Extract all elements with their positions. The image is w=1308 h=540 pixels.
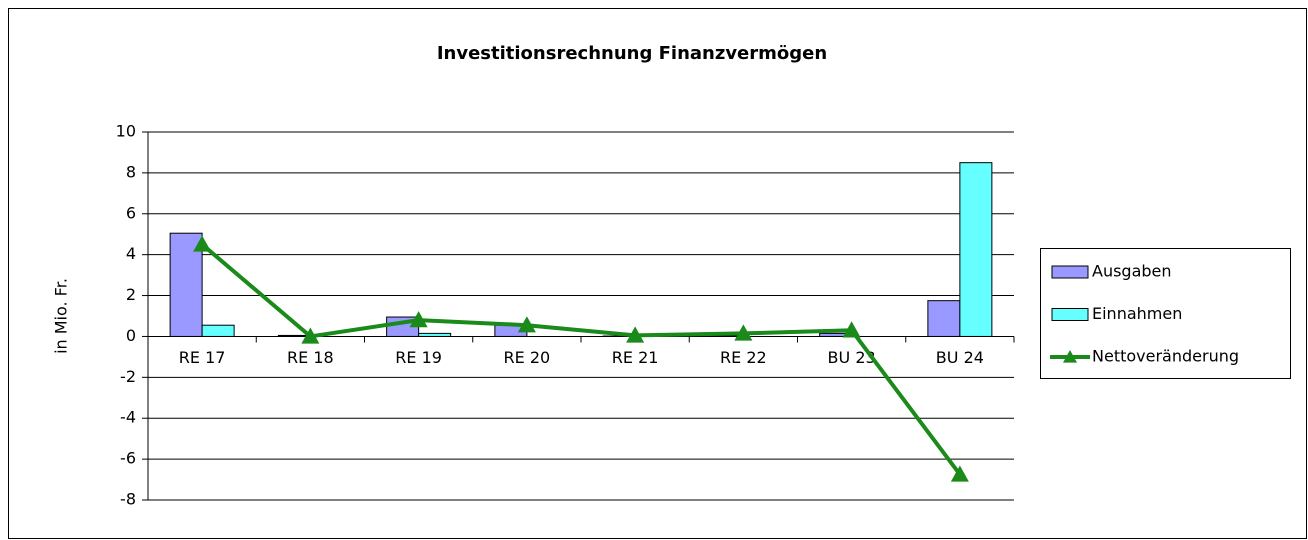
legend-label: Ausgaben <box>1092 262 1172 281</box>
x-tick-label: RE 17 <box>179 348 226 367</box>
y-tick-label: 10 <box>116 122 136 141</box>
marker <box>409 311 428 328</box>
legend-label: Nettoveränderung <box>1092 347 1239 366</box>
y-tick-label: -2 <box>120 367 136 386</box>
x-tick-label: RE 18 <box>287 348 334 367</box>
y-tick-label: 2 <box>126 285 136 304</box>
bar <box>959 162 993 337</box>
marker <box>517 316 536 333</box>
chart-title: Investitionsrechnung Finanzvermögen <box>437 43 827 64</box>
x-tick-label: BU 23 <box>828 348 876 367</box>
marker <box>193 235 212 252</box>
marker <box>842 321 861 338</box>
legend-marker <box>1063 350 1077 363</box>
legend-label: Einnahmen <box>1092 304 1182 323</box>
x-tick-label: RE 19 <box>395 348 442 367</box>
legend-swatch <box>1051 308 1089 321</box>
y-tick-label: -6 <box>120 449 136 468</box>
y-tick-label: 4 <box>126 244 136 263</box>
legend-swatch <box>1051 265 1089 279</box>
y-tick-label: 0 <box>126 326 136 345</box>
line <box>200 242 962 476</box>
marker <box>301 327 320 344</box>
y-tick-label: 8 <box>126 162 136 181</box>
x-tick-label: RE 22 <box>720 348 767 367</box>
marker <box>734 324 753 341</box>
marker <box>950 465 969 482</box>
marker <box>626 326 645 343</box>
x-tick-label: RE 21 <box>612 348 659 367</box>
bar <box>418 332 452 337</box>
bar <box>927 300 961 337</box>
bar <box>201 324 235 337</box>
y-axis-label: in Mio. Fr. <box>52 278 71 354</box>
y-tick-label: -4 <box>120 408 136 427</box>
x-tick-label: RE 20 <box>504 348 551 367</box>
y-tick-label: 6 <box>126 203 136 222</box>
y-tick-label: -8 <box>120 490 136 509</box>
x-tick-label: BU 24 <box>936 348 984 367</box>
